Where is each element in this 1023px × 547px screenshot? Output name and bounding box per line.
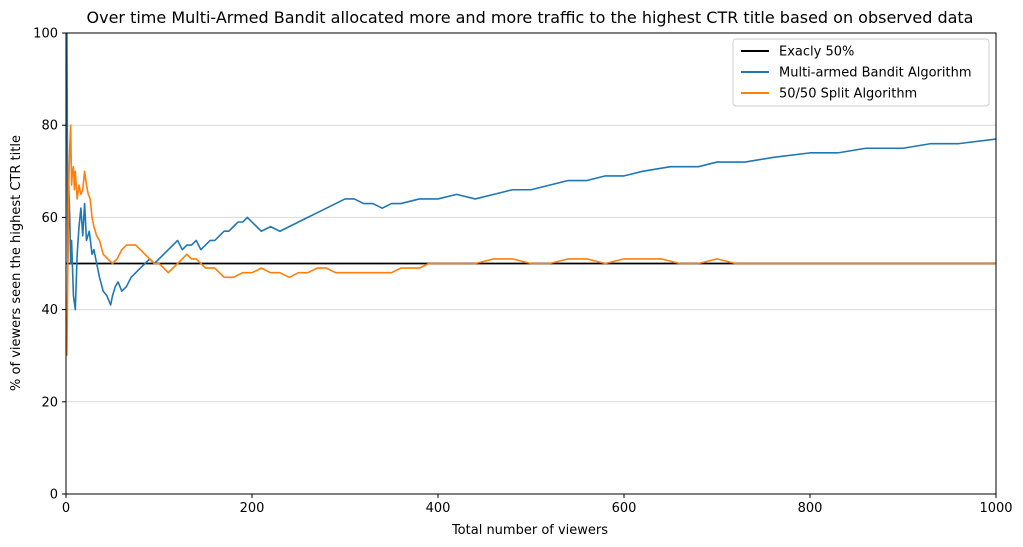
- legend: Exacly 50% Multi-armed Bandit Algorithm 50…: [732, 38, 990, 107]
- series-line-2: [66, 124, 996, 356]
- x-tick-label-0: 0: [62, 501, 70, 516]
- ticks-layer: 0 200 400 600 800 1000 0 20 40 60 80 100: [33, 27, 1012, 517]
- y-tick-label-20: 20: [41, 395, 58, 410]
- legend-label-0: Exacly 50%: [779, 45, 854, 60]
- x-tick-label-600: 600: [612, 501, 637, 516]
- series-line-1: [66, 33, 996, 311]
- chart-title: Over time Multi-Armed Bandit allocated m…: [87, 8, 974, 27]
- y-tick-label-100: 100: [33, 27, 58, 42]
- x-tick-label-800: 800: [798, 501, 823, 516]
- x-axis-label: Total number of viewers: [451, 523, 608, 538]
- legend-box: [732, 38, 990, 107]
- y-axis-label: % of viewers seen the highest CTR title: [9, 135, 24, 391]
- y-tick-label-0: 0: [50, 488, 58, 503]
- plot-frame: [65, 32, 997, 495]
- y-tick-label-60: 60: [41, 211, 58, 226]
- x-tick-label-200: 200: [240, 501, 265, 516]
- grid-layer: [66, 124, 996, 403]
- legend-label-1: Multi-armed Bandit Algorithm: [779, 66, 971, 81]
- x-tick-label-1000: 1000: [979, 501, 1012, 516]
- x-tick-label-400: 400: [426, 501, 451, 516]
- y-tick-label-40: 40: [41, 303, 58, 318]
- legend-label-2: 50/50 Split Algorithm: [779, 87, 917, 102]
- y-tick-label-80: 80: [41, 119, 58, 134]
- series-layer: [66, 33, 996, 356]
